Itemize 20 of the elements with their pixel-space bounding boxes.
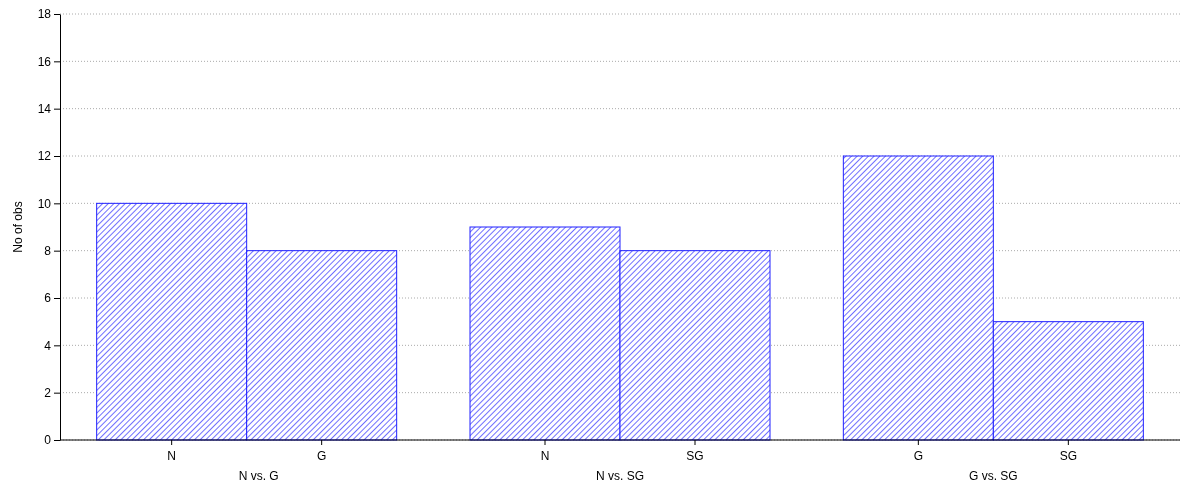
text: N vs. SG (595, 469, 645, 483)
text: G vs. SG (968, 469, 1018, 483)
y-tick-label: 16 (37, 54, 52, 69)
x-tick-label: G (913, 449, 924, 463)
y-tick-label: 10 (37, 196, 52, 211)
y-tick-label: 4 (44, 338, 52, 353)
y-axis-title: No of obs (11, 201, 25, 253)
x-tick-label: SG (686, 449, 704, 463)
y-tick-label: 0 (44, 433, 52, 448)
x-tick-label: N (540, 449, 550, 463)
x-tick-label: G (316, 449, 327, 463)
x-tick-label: SG (1059, 449, 1078, 463)
text: N vs. G (238, 469, 279, 483)
y-tick-label: 2 (44, 386, 52, 401)
y-tick-label: 18 (37, 7, 52, 22)
y-tick-label: 8 (44, 244, 52, 259)
x-tick-label: N (167, 449, 176, 463)
y-tick-label: 12 (37, 149, 52, 164)
y-tick-label: 14 (37, 102, 52, 117)
y-tick-label: 6 (44, 291, 52, 306)
